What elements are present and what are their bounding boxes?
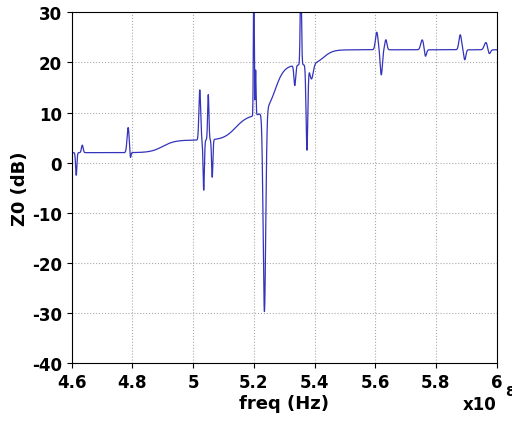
X-axis label: freq (Hz): freq (Hz) [239,394,329,412]
Y-axis label: Z0 (dB): Z0 (dB) [11,151,29,226]
Text: 8: 8 [505,385,512,399]
Text: x10: x10 [463,395,497,413]
